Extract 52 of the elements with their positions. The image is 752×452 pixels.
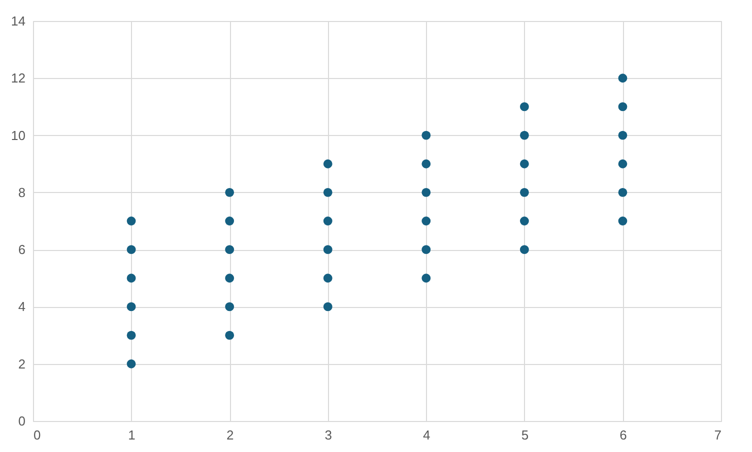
x-tick-label: 2 (226, 428, 234, 442)
point (323, 159, 332, 168)
x-tick-label: 0 (34, 428, 41, 442)
y-tick-label: 8 (18, 184, 26, 200)
point (520, 245, 529, 254)
point (520, 188, 529, 197)
x-tick-label: 6 (620, 428, 627, 442)
point (618, 159, 628, 168)
y-tick-label: 14 (11, 14, 26, 28)
point (618, 188, 628, 197)
y-tick-label: 0 (18, 414, 26, 428)
point (126, 359, 136, 368)
point (618, 74, 628, 83)
x-tick-label: 7 (714, 428, 722, 442)
y-tick-label: 10 (11, 128, 26, 143)
y-tick-label: 4 (18, 299, 26, 314)
point (422, 245, 431, 254)
point (618, 102, 628, 112)
point (126, 330, 136, 340)
point (323, 216, 332, 226)
point (126, 216, 136, 226)
point (225, 216, 234, 226)
point (618, 130, 628, 140)
point (422, 274, 431, 283)
x-tick-label: 1 (128, 428, 136, 442)
x-tick-label: 5 (521, 428, 529, 442)
point (225, 274, 234, 283)
point (323, 274, 332, 283)
point (422, 130, 431, 140)
point (618, 216, 628, 226)
x-tick-label: 4 (423, 428, 430, 442)
point (520, 159, 529, 168)
point (225, 245, 234, 254)
point (126, 274, 136, 283)
point (520, 216, 529, 226)
point (225, 188, 234, 197)
point (225, 302, 234, 312)
y-tick-label: 12 (11, 70, 26, 86)
point (520, 130, 529, 140)
point (323, 188, 332, 197)
point (126, 245, 136, 254)
point (323, 245, 332, 254)
x-tick-label: 3 (324, 428, 332, 442)
point (225, 330, 234, 340)
point (422, 159, 431, 168)
y-tick-label: 2 (18, 356, 26, 372)
point (422, 216, 431, 226)
point (520, 102, 529, 112)
point (323, 302, 332, 312)
y-tick-label: 6 (18, 242, 26, 258)
point (126, 302, 136, 312)
point (422, 188, 431, 197)
